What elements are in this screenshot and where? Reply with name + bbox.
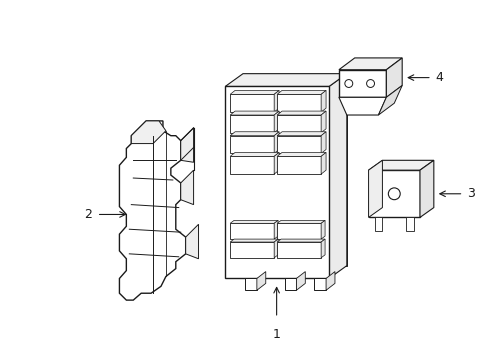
Polygon shape: [277, 156, 321, 174]
Polygon shape: [230, 115, 274, 133]
Polygon shape: [277, 90, 325, 94]
Polygon shape: [230, 242, 274, 258]
Polygon shape: [225, 86, 328, 278]
Polygon shape: [256, 271, 265, 290]
Polygon shape: [419, 160, 433, 217]
Polygon shape: [277, 115, 321, 133]
Polygon shape: [314, 278, 325, 290]
Polygon shape: [325, 271, 334, 290]
Polygon shape: [328, 74, 346, 278]
Polygon shape: [243, 74, 346, 266]
Polygon shape: [274, 152, 279, 174]
Polygon shape: [230, 223, 274, 239]
Polygon shape: [406, 217, 413, 231]
Polygon shape: [321, 132, 325, 153]
Polygon shape: [321, 90, 325, 112]
Polygon shape: [185, 224, 198, 259]
Polygon shape: [338, 97, 386, 115]
Polygon shape: [230, 220, 278, 223]
Polygon shape: [274, 90, 279, 112]
Text: 2: 2: [84, 208, 92, 221]
Polygon shape: [321, 152, 325, 174]
Polygon shape: [368, 160, 382, 217]
Polygon shape: [230, 111, 279, 115]
Polygon shape: [338, 58, 401, 70]
Polygon shape: [274, 220, 278, 239]
Polygon shape: [230, 94, 274, 112]
Polygon shape: [244, 278, 256, 290]
Polygon shape: [368, 160, 433, 170]
Polygon shape: [321, 239, 325, 258]
Polygon shape: [277, 136, 321, 153]
Polygon shape: [321, 111, 325, 133]
Polygon shape: [277, 132, 325, 136]
Polygon shape: [321, 220, 325, 239]
Polygon shape: [225, 74, 346, 86]
Polygon shape: [296, 271, 305, 290]
Polygon shape: [119, 121, 185, 300]
Polygon shape: [338, 70, 386, 97]
Polygon shape: [181, 128, 193, 162]
Polygon shape: [368, 170, 419, 217]
Text: 3: 3: [467, 187, 474, 200]
Polygon shape: [374, 217, 382, 231]
Polygon shape: [230, 90, 279, 94]
Polygon shape: [386, 58, 401, 97]
Text: 4: 4: [435, 71, 443, 84]
Polygon shape: [277, 94, 321, 112]
Polygon shape: [277, 239, 325, 242]
Polygon shape: [230, 156, 274, 174]
Polygon shape: [284, 278, 296, 290]
Text: 1: 1: [272, 328, 280, 341]
Polygon shape: [230, 239, 278, 242]
Polygon shape: [277, 111, 325, 115]
Polygon shape: [277, 152, 325, 156]
Polygon shape: [230, 136, 274, 153]
Polygon shape: [274, 132, 279, 153]
Polygon shape: [277, 223, 321, 239]
Polygon shape: [181, 170, 193, 204]
Polygon shape: [230, 132, 279, 136]
Polygon shape: [131, 121, 165, 144]
Polygon shape: [274, 239, 278, 258]
Polygon shape: [277, 220, 325, 223]
Polygon shape: [230, 152, 279, 156]
Polygon shape: [378, 85, 401, 115]
Polygon shape: [274, 111, 279, 133]
Polygon shape: [277, 242, 321, 258]
